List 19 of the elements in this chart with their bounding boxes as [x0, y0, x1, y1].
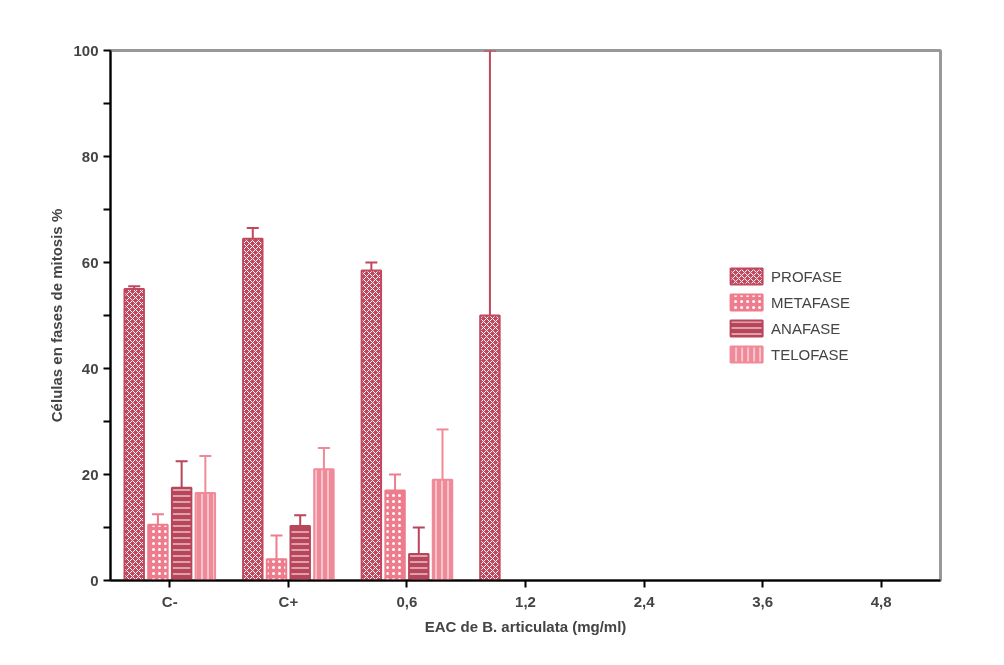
- x-tick-label: C+: [278, 592, 299, 610]
- x-tick-label: 1,2: [515, 592, 536, 610]
- x-tick-label: 3,6: [752, 592, 774, 610]
- y-tick-label: 80: [81, 147, 99, 165]
- legend-label: METAFASE: [771, 293, 850, 311]
- legend-label: TELOFASE: [771, 345, 849, 363]
- y-tick-label: 60: [81, 253, 99, 271]
- y-tick-label: 100: [73, 41, 99, 59]
- y-tick-label: 0: [90, 571, 99, 589]
- x-axis-title: EAC de B. articulata (mg/ml): [424, 617, 627, 635]
- y-axis-title: Células en fases de mitosis %: [48, 208, 66, 423]
- y-tick-label: 40: [81, 359, 99, 377]
- legend-label: PROFASE: [771, 267, 842, 285]
- legend-label: ANAFASE: [771, 319, 841, 337]
- x-tick-label: 4,8: [870, 592, 892, 610]
- x-tick-label: 2,4: [633, 592, 656, 610]
- y-tick-label: 20: [81, 465, 99, 483]
- x-tick-label: C-: [161, 592, 178, 610]
- x-tick-label: 0,6: [396, 592, 418, 610]
